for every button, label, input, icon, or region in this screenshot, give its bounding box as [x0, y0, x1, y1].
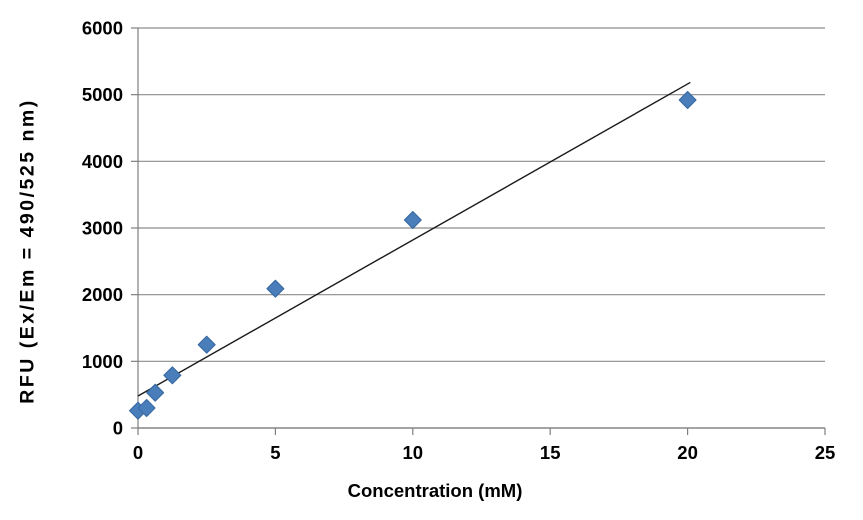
y-tick-label: 6000 [82, 18, 123, 39]
x-tick-label: 0 [133, 442, 143, 463]
data-point-marker [403, 211, 422, 229]
data-point-marker [678, 91, 697, 109]
x-tick-label: 15 [540, 442, 561, 463]
x-tick-label: 5 [270, 442, 280, 463]
x-tick-label: 20 [677, 442, 698, 463]
x-tick-label: 25 [815, 442, 836, 463]
data-point-marker [137, 399, 156, 417]
y-tick-label: 0 [113, 418, 123, 439]
y-tick-label: 3000 [82, 218, 123, 239]
y-tick-label: 1000 [82, 351, 123, 372]
x-tick-label: 10 [403, 442, 424, 463]
data-point-marker [163, 366, 182, 385]
x-axis-title: Concentration (mM) [347, 480, 523, 501]
trendline [137, 81, 691, 397]
y-tick-label: 2000 [82, 284, 123, 305]
y-tick-label: 4000 [82, 151, 123, 172]
y-tick-label: 5000 [82, 84, 123, 105]
data-point-marker [146, 383, 165, 402]
data-point-marker [197, 335, 216, 354]
y-axis-title: RFU (Ex/Em = 490/525 nm) [16, 98, 39, 404]
data-point-marker [266, 279, 285, 298]
